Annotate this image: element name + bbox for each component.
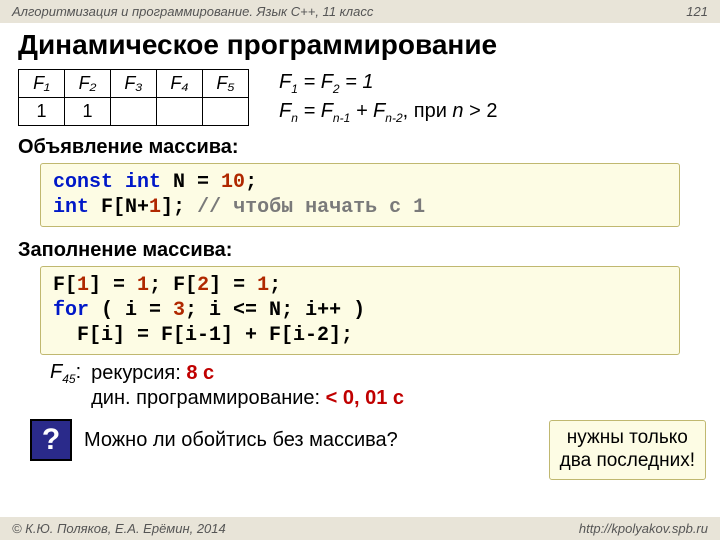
formulas: F1 = F2 = 1 Fn = Fn-1 + Fn-2, при n > 2	[279, 69, 497, 126]
f45-text: рекурсия: 8 с дин. программирование: < 0…	[91, 361, 404, 411]
fib-cell	[203, 98, 249, 126]
footer-url: http://kpolyakov.spb.ru	[579, 521, 708, 536]
header-left: Алгоритмизация и программирование. Язык …	[12, 4, 373, 19]
fib-cell: 1	[19, 98, 65, 126]
fib-cell	[111, 98, 157, 126]
side-note: нужны только два последних!	[549, 420, 706, 480]
code-block-2: F[1] = 1; F[2] = 1; for ( i = 3; i <= N;…	[40, 266, 680, 355]
formula-line-2: Fn = Fn-1 + Fn-2, при n > 2	[279, 98, 497, 127]
fib-header: F₁	[19, 70, 65, 98]
question-text: Можно ли обойтись без массива?	[84, 429, 398, 452]
fib-table: F₁ F₂ F₃ F₄ F₅ 1 1	[18, 69, 249, 126]
footer: © К.Ю. Поляков, Е.А. Ерёмин, 2014 http:/…	[0, 517, 720, 540]
fib-cell: 1	[65, 98, 111, 126]
copyright: © К.Ю. Поляков, Е.А. Ерёмин, 2014	[12, 521, 226, 536]
f45-row: F45: рекурсия: 8 с дин. программирование…	[0, 361, 720, 411]
question-icon: ?	[30, 419, 72, 461]
page-number: 121	[686, 4, 708, 19]
section-array-decl: Объявление массива:	[0, 130, 720, 161]
fib-header: F₂	[65, 70, 111, 98]
top-bar: Алгоритмизация и программирование. Язык …	[0, 0, 720, 23]
fib-header: F₅	[203, 70, 249, 98]
f45-label: F45:	[50, 361, 81, 386]
fib-header: F₄	[157, 70, 203, 98]
formula-line-1: F1 = F2 = 1	[279, 69, 497, 98]
fib-row: F₁ F₂ F₃ F₄ F₅ 1 1 F1 = F2 = 1 Fn = Fn-1…	[0, 65, 720, 130]
page-title: Динамическое программирование	[0, 23, 720, 65]
fib-cell	[157, 98, 203, 126]
section-array-fill: Заполнение массива:	[0, 233, 720, 264]
fib-header: F₃	[111, 70, 157, 98]
code-block-1: const int N = 10; int F[N+1]; // чтобы н…	[40, 163, 680, 227]
